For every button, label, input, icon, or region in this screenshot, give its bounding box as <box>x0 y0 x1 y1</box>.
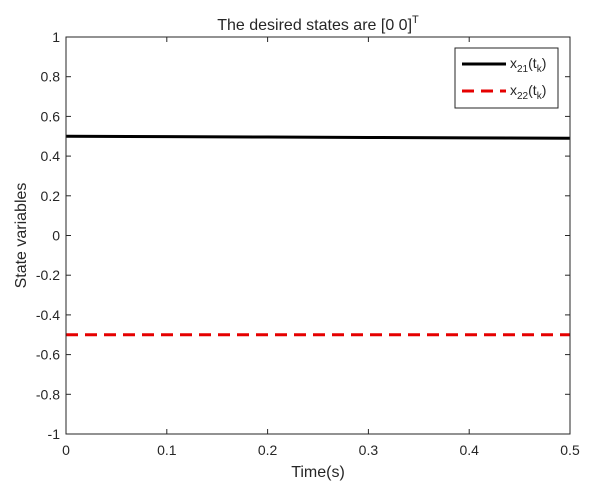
y-tick-label: 0.8 <box>41 69 61 85</box>
y-tick-label: -0.6 <box>36 347 60 363</box>
y-tick-label: 0.6 <box>41 108 61 124</box>
series-layer <box>65 134 571 337</box>
x-tick-label: 0.3 <box>359 442 379 458</box>
y-tick-label: 0.2 <box>41 188 61 204</box>
x-tick-label: 0 <box>62 442 70 458</box>
x-axis-ticks: 0 0.1 0.2 0.3 0.4 0.5 <box>62 37 580 458</box>
series-line-1 <box>65 134 571 140</box>
y-tick-label: -0.4 <box>36 307 60 323</box>
y-tick-label: -0.2 <box>36 267 60 283</box>
x-tick-label: 0.2 <box>258 442 278 458</box>
legend: x21(tk) x22(tk) <box>454 47 559 109</box>
y-tick-label: 0 <box>52 228 60 244</box>
legend-label-2: x22(tk) <box>510 82 546 102</box>
y-tick-label: 1 <box>52 29 60 45</box>
y-tick-label: 0.4 <box>41 148 61 164</box>
legend-label-1: x21(tk) <box>510 55 546 75</box>
y-tick-label: -1 <box>48 426 61 442</box>
y-tick-label: -0.8 <box>36 386 60 402</box>
y-axis-ticks: -1 -0.8 -0.6 -0.4 -0.2 0 0.2 0.4 0.6 0.8 1 <box>36 29 570 442</box>
chart-title: The desired states are [0 0]T <box>217 14 419 34</box>
chart-title-superscript: T <box>412 14 419 26</box>
x-tick-label: 0.1 <box>157 442 177 458</box>
legend-box <box>454 47 559 109</box>
y-axis-label: State variables <box>13 183 30 289</box>
axes-box <box>65 36 571 435</box>
x-tick-label: 0.5 <box>560 442 580 458</box>
x-tick-label: 0.4 <box>459 442 479 458</box>
x-axis-label: Time(s) <box>291 464 345 481</box>
